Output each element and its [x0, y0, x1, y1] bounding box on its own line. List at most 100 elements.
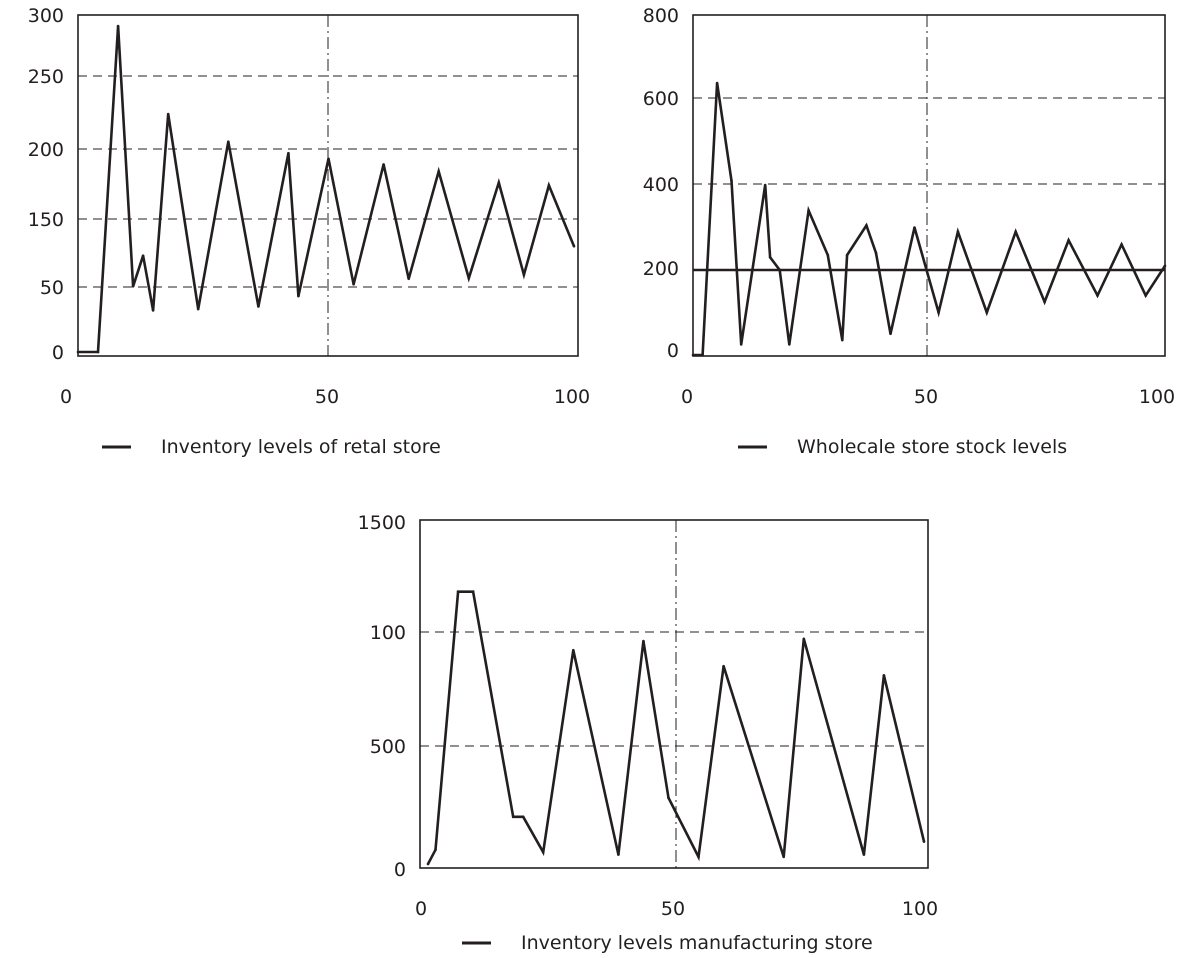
data-point [437, 170, 441, 173]
legend-label: Wholecale store stock levels [797, 436, 1067, 458]
series-line [426, 590, 926, 865]
data-point [572, 244, 576, 248]
y-tick-label: 250 [28, 66, 64, 88]
data-point [227, 140, 230, 143]
y-tick-label: 150 [28, 209, 64, 231]
x-tick-label: 100 [902, 898, 938, 920]
data-point [617, 853, 620, 856]
data-point [471, 590, 475, 593]
data-point [1096, 294, 1099, 297]
legend-label: Inventory levels of retal store [161, 436, 441, 458]
data-point [131, 285, 135, 288]
chart-panel-2: 0 200 400 600 800 0 50 100 Wholecale store stock… [643, 5, 1175, 458]
legend-label: Inventory levels manufacturing store [521, 932, 873, 954]
data-point [327, 157, 330, 161]
data-point [297, 294, 300, 298]
data-point [467, 276, 471, 280]
y-tick-label: 300 [28, 5, 64, 27]
data-point [497, 181, 501, 184]
data-point [730, 179, 733, 183]
y-tick-label: 200 [643, 258, 679, 280]
data-point [572, 648, 575, 652]
data-point [96, 350, 100, 354]
x-tick-label: 0 [415, 898, 427, 920]
data-point [807, 209, 810, 212]
data-point [166, 112, 170, 116]
data-point [865, 224, 868, 227]
data-point [667, 796, 670, 800]
data-point [1043, 300, 1046, 304]
y-tick-label: 1500 [358, 512, 406, 534]
data-point [889, 332, 892, 336]
y-tick-label: 800 [643, 5, 679, 27]
data-point [642, 639, 645, 643]
data-point [456, 590, 460, 593]
data-point [862, 853, 866, 856]
y-tick-label: 200 [28, 139, 64, 161]
data-point [382, 163, 385, 166]
data-point [956, 230, 960, 234]
x-tick-label: 0 [60, 386, 72, 408]
data-point [196, 307, 200, 311]
data-point [407, 277, 411, 281]
legend: Inventory levels of retal store [102, 436, 441, 458]
legend: Wholecale store stock levels [738, 436, 1067, 458]
y-tick-label: 600 [643, 88, 679, 110]
y-tick-label: 500 [370, 736, 406, 758]
legend: Inventory levels manufacturing store [462, 932, 873, 954]
x-tick-label: 50 [914, 386, 938, 408]
y-tick-label: 50 [40, 277, 64, 299]
data-point [782, 855, 785, 859]
data-point [841, 338, 844, 342]
data-point [141, 254, 145, 257]
data-point [1014, 230, 1017, 234]
data-point [434, 848, 437, 852]
series-line [693, 82, 1167, 357]
data-point [802, 637, 806, 641]
data-point [352, 283, 355, 286]
data-point [1120, 243, 1123, 246]
data-point [882, 674, 886, 677]
data-point [722, 664, 725, 668]
y-tick-label: 100 [370, 622, 406, 644]
y-tick-label: 400 [643, 174, 679, 196]
x-tick-label: 100 [554, 386, 590, 408]
data-point [937, 311, 940, 314]
data-point [739, 343, 743, 346]
chart-panel-1: 0 50 150 200 250 300 0 50 100 Inventory levels of… [28, 5, 590, 458]
x-tick-label: 0 [681, 386, 693, 408]
chart-panel-3: 0 500 100 1500 0 50 100 Inventory levels manufa… [358, 512, 938, 954]
data-point [697, 855, 700, 859]
data-point [691, 353, 695, 357]
data-point [913, 226, 916, 229]
data-point [985, 311, 989, 314]
data-point [116, 24, 120, 28]
data-point [541, 850, 545, 854]
data-point [768, 255, 772, 259]
y-tick-label: 0 [667, 340, 679, 362]
data-point [511, 815, 515, 819]
data-point [521, 815, 525, 819]
data-point [763, 183, 767, 187]
plot-frame [692, 14, 1166, 357]
data-point [845, 253, 849, 257]
x-tick-label: 50 [315, 386, 339, 408]
y-tick-label: 0 [52, 342, 64, 364]
data-point [76, 350, 80, 354]
y-tick-label: 0 [394, 859, 406, 881]
plot-frame [419, 519, 929, 869]
data-point [522, 273, 526, 277]
data-point [778, 268, 781, 272]
data-point [547, 184, 551, 187]
data-point [1144, 294, 1147, 297]
data-point [874, 251, 878, 255]
data-point [826, 253, 830, 257]
data-point [715, 81, 719, 85]
data-point [426, 862, 430, 866]
data-point [788, 343, 791, 346]
data-point [1163, 264, 1167, 268]
series-line [78, 25, 576, 354]
data-point [287, 151, 290, 155]
data-point [922, 840, 926, 843]
